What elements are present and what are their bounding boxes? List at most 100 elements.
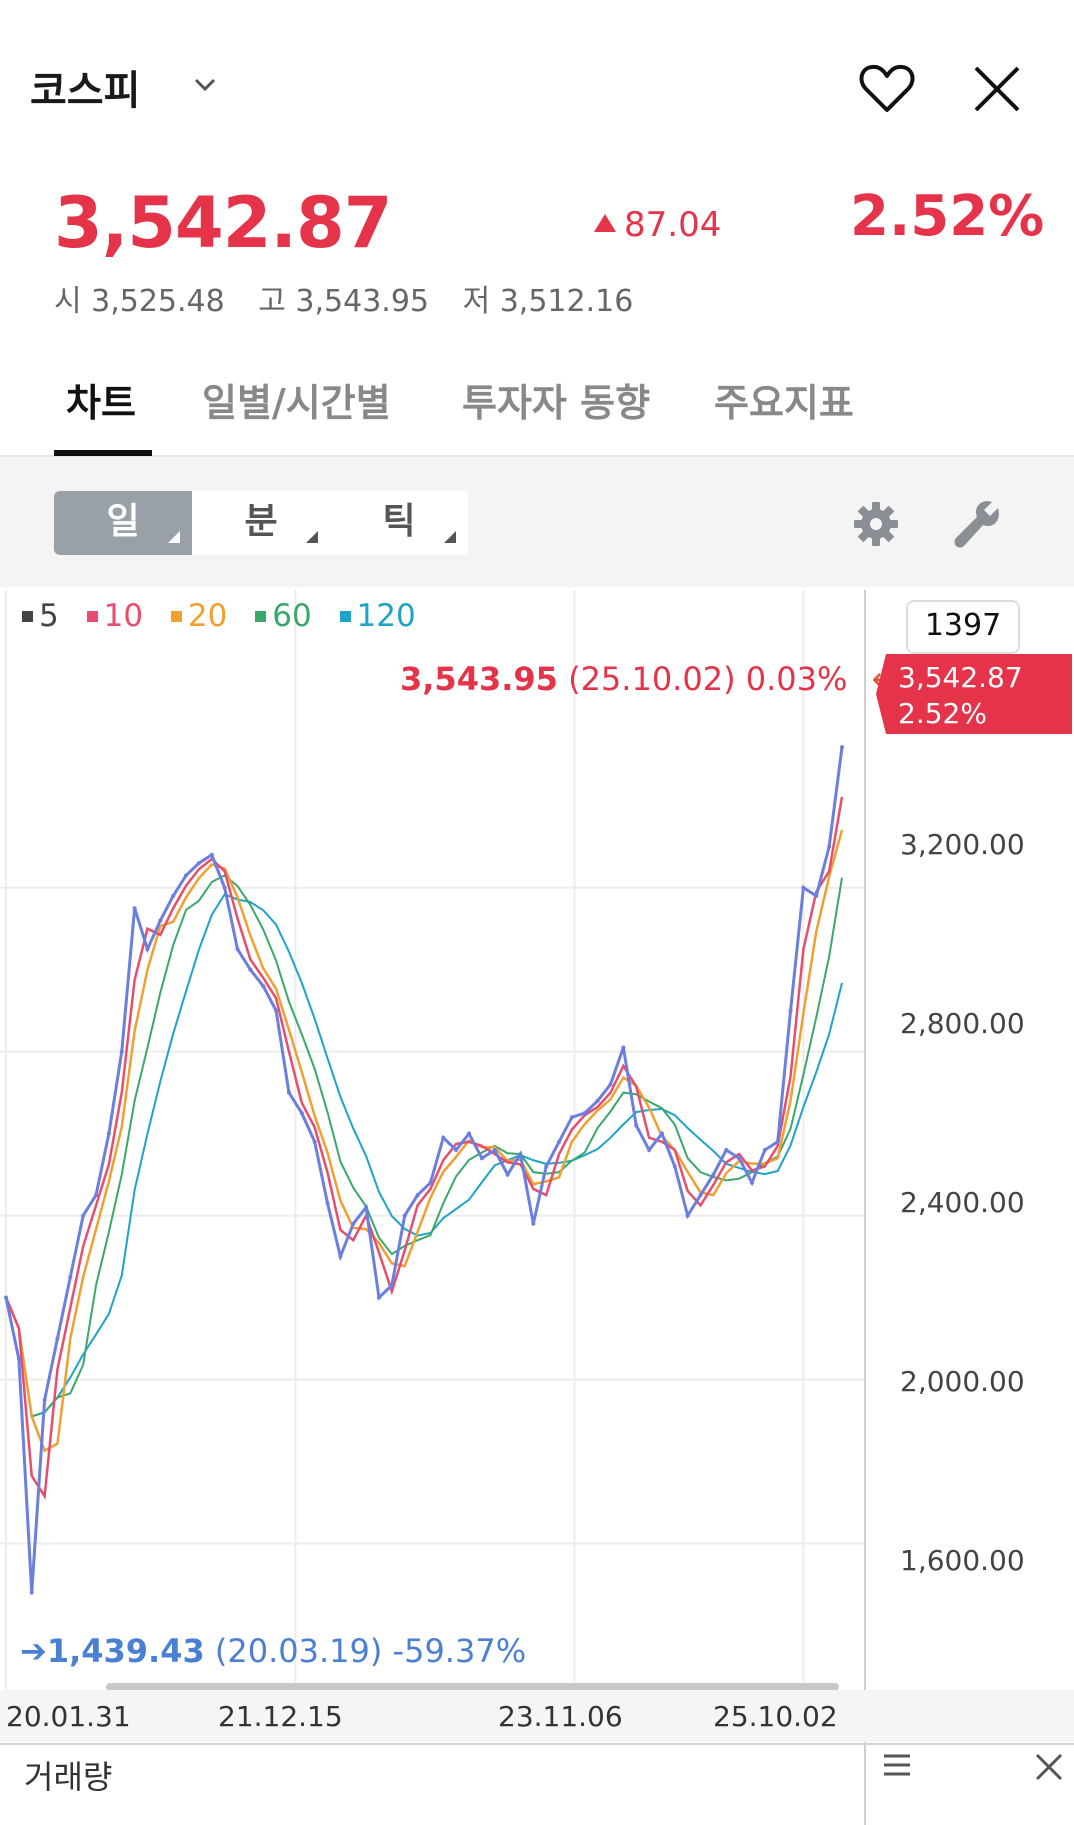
ma-legend: 5 10 20 60 120	[22, 598, 434, 634]
price-point	[749, 1180, 754, 1185]
price-point	[94, 1193, 99, 1198]
legend-item-5: 5	[22, 598, 59, 634]
tab-key-indicators[interactable]: 주요지표	[714, 381, 854, 425]
price-point	[762, 1148, 767, 1152]
low-annotation-value: 1,439.43	[46, 1632, 205, 1670]
legend-label-5: 5	[39, 598, 59, 634]
price-point	[569, 1115, 574, 1120]
tabs-divider	[0, 455, 1074, 457]
period-minute-button[interactable]: 분	[192, 491, 330, 555]
price-point	[376, 1295, 381, 1300]
chevron-down-icon[interactable]	[190, 70, 220, 100]
price-point	[608, 1082, 613, 1087]
close-volume-icon[interactable]	[1034, 1752, 1064, 1782]
y-tick-label: 2,400.00	[900, 1186, 1025, 1219]
tab-chart[interactable]: 차트	[66, 381, 136, 425]
ma-line-10	[4, 796, 844, 1501]
volume-value-box: 1397	[906, 600, 1020, 654]
price-point	[840, 745, 844, 750]
heart-icon[interactable]	[858, 62, 916, 116]
tab-daily-hourly[interactable]: 일별/시간별	[202, 381, 391, 425]
legend-item-60: 60	[255, 598, 312, 634]
price-point	[698, 1193, 703, 1198]
price-point	[158, 918, 163, 923]
price-point	[338, 1254, 343, 1259]
period-daily-button[interactable]: 일	[54, 491, 192, 555]
chart-scrollbar[interactable]	[106, 1683, 839, 1691]
active-tab-indicator	[54, 450, 152, 456]
ma-line-120	[5, 893, 843, 1418]
price-point	[454, 1148, 459, 1152]
up-triangle-icon	[594, 214, 616, 232]
price-point	[724, 1148, 729, 1152]
price-point	[55, 1336, 60, 1341]
legend-item-120: 120	[339, 598, 416, 634]
price-point	[492, 1148, 497, 1152]
ohl-summary: 시 3,525.48 고 3,543.95 저 3,512.16	[54, 276, 657, 320]
legend-label-10: 10	[103, 598, 144, 634]
page-title[interactable]: 코스피	[30, 68, 141, 114]
price-point	[775, 1139, 780, 1144]
price-point	[248, 967, 253, 972]
current-price: 3,542.87	[54, 182, 392, 264]
price-point	[106, 1131, 111, 1136]
tab-investor-trend[interactable]: 투자자 동향	[462, 381, 651, 425]
change-percent: 2.52%	[850, 184, 1045, 249]
axis-divider	[864, 590, 866, 1825]
price-point	[544, 1164, 549, 1169]
price-point	[261, 984, 266, 989]
price-point	[402, 1213, 407, 1218]
price-point	[814, 893, 819, 898]
x-axis-strip	[0, 1690, 1074, 1742]
low-annotation-detail: (20.03.19) -59.37%	[214, 1632, 527, 1670]
price-point	[325, 1201, 330, 1206]
price-point	[286, 1090, 291, 1095]
price-point	[81, 1213, 86, 1218]
x-tick-label: 21.12.15	[218, 1700, 343, 1733]
y-tick-label: 2,800.00	[900, 1007, 1025, 1040]
price-point	[505, 1172, 510, 1177]
price-point	[428, 1180, 433, 1185]
gear-icon[interactable]	[852, 500, 900, 548]
price-point	[209, 852, 214, 857]
price-series-line	[4, 746, 844, 1593]
price-point	[145, 947, 150, 952]
y-tick-label: 3,200.00	[900, 828, 1025, 861]
low-price: 저 3,512.16	[462, 284, 634, 319]
price-point	[788, 1008, 793, 1013]
legend-item-20: 20	[170, 598, 227, 634]
price-point	[737, 1156, 742, 1161]
x-tick-label: 23.11.06	[498, 1700, 623, 1733]
price-point	[4, 1295, 8, 1300]
price-point	[235, 947, 240, 952]
price-point	[29, 1590, 34, 1595]
high-annotation-detail: (25.10.02) 0.03%	[568, 660, 848, 698]
menu-icon[interactable]	[880, 1750, 914, 1780]
period-tick-label: 틱	[382, 501, 416, 542]
price-point	[659, 1131, 664, 1136]
price-point	[132, 906, 137, 911]
high-annotation-value: 3,543.95	[400, 660, 558, 698]
price-chart[interactable]	[0, 590, 864, 1690]
wrench-icon[interactable]	[952, 498, 1002, 548]
ma-line-20	[4, 829, 844, 1453]
legend-item-10: 10	[86, 598, 144, 634]
y-tick-label: 1,600.00	[900, 1544, 1025, 1577]
open-price: 시 3,525.48	[54, 284, 225, 319]
period-minute-label: 분	[244, 501, 278, 542]
close-icon[interactable]	[970, 62, 1024, 116]
price-point	[222, 885, 227, 890]
ma-line-60	[5, 874, 843, 1418]
period-tick-button[interactable]: 틱	[330, 491, 468, 555]
high-annotation: 3,543.95 (25.10.02) 0.03% ←	[400, 660, 898, 698]
price-point	[16, 1357, 21, 1362]
price-point	[184, 873, 189, 878]
x-tick-label: 20.01.31	[6, 1700, 131, 1733]
price-point	[467, 1131, 472, 1136]
price-point	[479, 1156, 484, 1161]
current-price-tag: 3,542.87 2.52%	[876, 654, 1072, 734]
current-price-tag-pct: 2.52%	[898, 697, 987, 730]
arrow-right-icon: ➔	[20, 1632, 47, 1670]
price-point	[672, 1164, 677, 1169]
price-point	[531, 1221, 536, 1226]
